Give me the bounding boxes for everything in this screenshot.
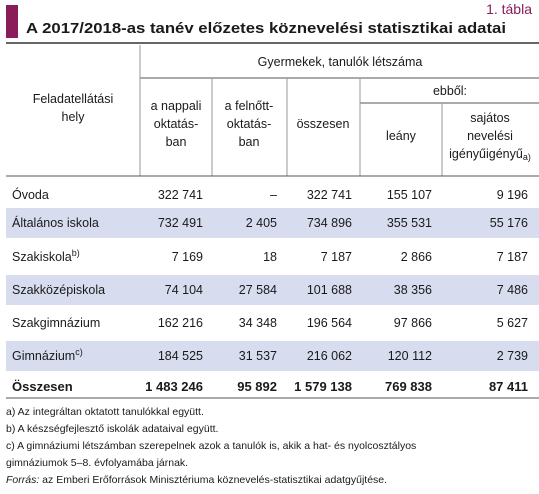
row-label-text: Gimnázium	[12, 349, 75, 363]
row-label-text: Szakgimnázium	[12, 316, 100, 330]
title: A 2017/2018-as tanév előzetes köznevelés…	[26, 21, 506, 37]
cell: 120 112	[388, 349, 432, 363]
column-header: sajátos	[470, 111, 510, 125]
cell: 162 216	[158, 316, 203, 330]
column-header: ban	[166, 135, 187, 149]
cell: 101 688	[307, 283, 352, 297]
cell: 31 537	[239, 349, 277, 363]
row-label-text: Összesen	[12, 379, 73, 394]
row-label: Szakgimnázium	[12, 316, 100, 330]
column-header: nevelési	[467, 129, 513, 143]
row-label: Gimnáziumc)	[12, 347, 83, 363]
row-label: Összesen	[12, 379, 73, 394]
cell: 322 741	[158, 188, 203, 202]
source-label: Forrás:	[6, 474, 39, 486]
cell: 2 866	[401, 250, 432, 264]
group-header: Gyermekek, tanulók létszáma	[258, 55, 423, 69]
cell: 7 169	[172, 250, 203, 264]
footnote-ref: c)	[75, 347, 83, 357]
cell: 7 187	[497, 250, 528, 264]
row-band	[6, 275, 539, 305]
column-header: összesen	[297, 117, 350, 131]
row-label-text: Óvoda	[12, 187, 49, 202]
row-label-text: Általános iskola	[12, 215, 99, 230]
cell: 55 176	[490, 216, 528, 230]
cell: 34 348	[239, 316, 277, 330]
row-label: Óvoda	[12, 187, 49, 202]
cell: 2 739	[497, 349, 528, 363]
column-header-text: igényű	[486, 147, 523, 161]
source-text: az Emberi Erőforrások Minisztériuma közn…	[39, 474, 387, 486]
cell: 27 584	[239, 283, 277, 297]
row-label-text: Szakközépiskola	[12, 283, 105, 297]
table-number: 1. tábla	[486, 1, 532, 17]
column-header: leány	[386, 129, 417, 143]
row-band	[6, 208, 539, 238]
cell: 95 892	[237, 379, 277, 394]
sub-group-header: ebből:	[433, 84, 467, 98]
source: Forrás: az Emberi Erőforrások Minisztéri…	[6, 474, 387, 486]
cell: 7 486	[497, 283, 528, 297]
cell: 216 062	[307, 349, 352, 363]
cell: 97 866	[394, 316, 432, 330]
cell: 87 411	[489, 379, 528, 394]
cell: 184 525	[158, 349, 203, 363]
cell: 9 196	[497, 188, 528, 202]
column-header: igényűigényűa)	[449, 147, 531, 162]
row-band	[6, 341, 539, 371]
column-header: a nappali	[151, 99, 202, 113]
footnote: b) A készségfejlesztő iskolák adataival …	[6, 423, 218, 435]
cell: 38 356	[394, 283, 432, 297]
cell: 1 579 138	[294, 379, 352, 394]
footnote-ref: a)	[523, 152, 531, 162]
row-label: Szakiskolab)	[12, 248, 80, 264]
title-marker	[6, 5, 18, 38]
cell: 74 104	[165, 283, 203, 297]
row-header: Feladatellátási	[33, 92, 114, 106]
column-header: a felnőtt-	[225, 99, 274, 113]
row-label: Szakközépiskola	[12, 283, 105, 297]
cell: 2 405	[246, 216, 277, 230]
cell: 155 107	[387, 188, 432, 202]
cell: 355 531	[387, 216, 432, 230]
row-label: Általános iskola	[12, 215, 99, 230]
table-body: Óvoda 322 741 – 322 741 155 107 9 196 Általáno…	[6, 187, 539, 394]
column-header: ban	[239, 135, 260, 149]
cell: 5 627	[497, 316, 528, 330]
cell: 196 564	[307, 316, 352, 330]
cell: 734 896	[307, 216, 352, 230]
cell: 18	[263, 250, 277, 264]
cell: 7 187	[321, 250, 352, 264]
row-label-text: Szakiskola	[12, 250, 72, 264]
cell: –	[270, 188, 277, 202]
cell: 322 741	[307, 188, 352, 202]
footnote: a) Az integráltan oktatott tanulókkal eg…	[6, 406, 204, 418]
column-header: oktatás-	[154, 117, 198, 131]
cell: 769 838	[385, 379, 432, 394]
footnote: gimnáziumok 5–8. évfolyamába járnak.	[6, 457, 188, 469]
footnote-ref: b)	[72, 248, 80, 258]
footnote: c) A gimnáziumi létszámban szerepelnek a…	[6, 440, 416, 452]
cell: 1 483 246	[145, 379, 203, 394]
column-header: oktatás-	[227, 117, 271, 131]
cell: 732 491	[158, 216, 203, 230]
row-header: hely	[62, 110, 86, 124]
